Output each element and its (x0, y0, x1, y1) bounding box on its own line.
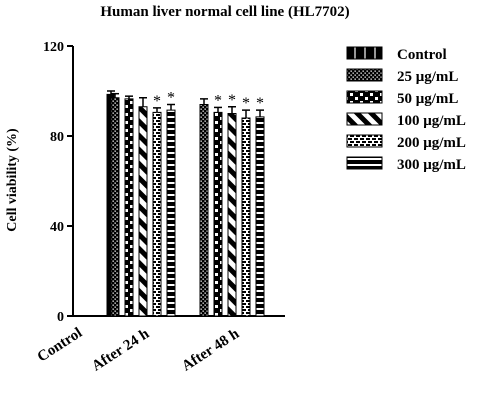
y-tick-label: 80 (50, 130, 64, 145)
legend-swatch (346, 156, 383, 170)
y-tick-label: 120 (43, 40, 64, 55)
y-tick-label: 40 (50, 220, 64, 235)
y-axis-label: Cell viability (%) (5, 128, 20, 232)
significance-marker: * (242, 95, 250, 112)
legend-swatch (346, 68, 383, 82)
bar (199, 104, 209, 317)
x-tick-label: After 48 h (179, 326, 243, 375)
bar (166, 109, 176, 317)
significance-marker: * (228, 92, 236, 109)
legend-label: 100 μg/mL (397, 113, 466, 129)
y-axis: 0 40 80 120 (43, 40, 74, 325)
legend-swatch (346, 112, 383, 126)
significance-marker: * (167, 90, 175, 107)
bars-group: * * * * * * (106, 90, 265, 317)
y-tick-label: 0 (57, 310, 64, 325)
significance-marker: * (256, 95, 264, 112)
legend-label: 50 μg/mL (397, 91, 458, 107)
bar (152, 111, 162, 317)
x-tick-label: Control (35, 325, 85, 366)
significance-marker: * (153, 93, 161, 110)
bar (241, 117, 251, 317)
x-axis: Control After 24 h After 48 h (35, 315, 285, 375)
x-tick-label: After 24 h (89, 326, 153, 375)
legend-label: Control (397, 47, 447, 63)
legend-label: 300 μg/mL (397, 157, 466, 173)
bar (110, 97, 120, 317)
significance-marker: * (214, 92, 222, 109)
legend: Control 25 μg/mL 50 μg/mL 100 μg/mL 200 μg/m… (346, 46, 466, 173)
bar (227, 113, 237, 317)
bar (138, 106, 148, 317)
chart-title: Human liver normal cell line (HL7702) (100, 4, 349, 20)
legend-label: 200 μg/mL (397, 135, 466, 151)
legend-label: 25 μg/mL (397, 69, 458, 85)
bar (124, 98, 134, 317)
bar (255, 116, 265, 317)
legend-swatch (346, 134, 383, 148)
legend-swatch (346, 90, 383, 104)
bar (213, 111, 223, 317)
legend-swatch (346, 46, 383, 60)
